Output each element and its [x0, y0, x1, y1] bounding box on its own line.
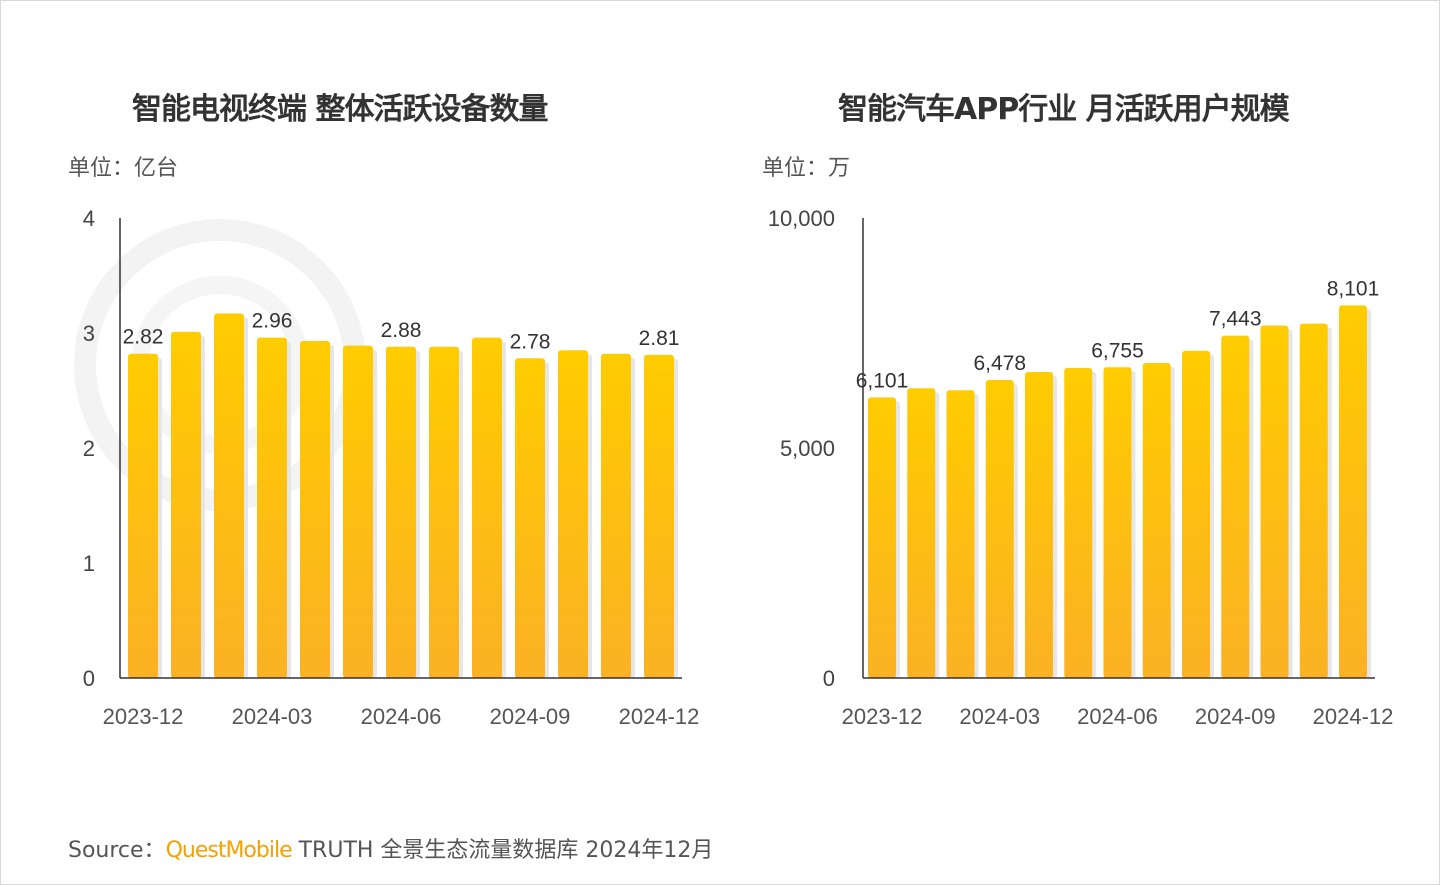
bar-2024-12	[1339, 305, 1367, 678]
bar-2024-05	[343, 345, 373, 678]
bar-2024-09	[1221, 335, 1250, 678]
x-tick-label: 2024-12	[619, 704, 700, 729]
right-chart-title: 智能汽车APP行业 月活跃用户规模	[838, 92, 1290, 127]
x-tick-label: 2023-12	[842, 704, 923, 729]
bar-2024-01	[171, 331, 201, 678]
bar-2024-12	[644, 354, 674, 678]
data-label: 2.82	[123, 326, 164, 349]
bar-2024-06	[386, 346, 416, 678]
x-tick-label: 2024-06	[1077, 704, 1158, 729]
y-tick-label: 2	[83, 436, 95, 461]
bar-2024-07	[429, 346, 459, 678]
bar-2024-02	[214, 313, 244, 678]
bar-2024-03	[257, 337, 287, 678]
data-label: 6,755	[1091, 339, 1144, 362]
x-tick-label: 2024-06	[361, 704, 442, 729]
y-tick-label: 0	[83, 666, 95, 691]
left-chart-title: 智能电视终端 整体活跃设备数量	[132, 92, 548, 127]
bar-2023-12	[868, 397, 896, 678]
x-tick-label: 2024-09	[1195, 704, 1276, 729]
bar-2024-03	[985, 380, 1014, 678]
y-tick-label: 0	[823, 666, 835, 691]
bar-2023-12	[128, 353, 158, 678]
bar-2024-08	[1182, 350, 1210, 678]
bar-2024-07	[1142, 362, 1171, 678]
x-tick-label: 2024-09	[490, 704, 571, 729]
brand-logo-text: QuestMobile	[165, 838, 293, 863]
data-label: 2.88	[381, 319, 422, 342]
bar-2024-11	[1299, 323, 1328, 678]
data-label: 2.96	[252, 310, 293, 333]
bar-2024-10	[1260, 325, 1289, 678]
data-label: 6,101	[856, 369, 909, 392]
data-label: 6,478	[973, 352, 1026, 375]
source-footer: Source：QuestMobile TRUTH 全景生态流量数据库 2024年…	[68, 832, 713, 864]
x-tick-label: 2023-12	[103, 704, 184, 729]
bar-2024-05	[1064, 368, 1093, 678]
bar-2024-01	[907, 388, 936, 678]
source-text: TRUTH 全景生态流量数据库 2024年12月	[291, 838, 714, 863]
data-label: 8,101	[1327, 277, 1380, 300]
x-tick-label: 2024-12	[1313, 704, 1394, 729]
bar-2024-04	[1025, 372, 1053, 678]
y-tick-label: 3	[83, 321, 95, 346]
bar-2024-11	[601, 353, 631, 678]
bar-2024-08	[472, 337, 502, 678]
bar-2024-06	[1103, 367, 1132, 678]
left-chart-unit: 单位：亿台	[68, 156, 179, 181]
right-chart-unit: 单位：万	[762, 156, 851, 181]
x-tick-label: 2024-03	[959, 704, 1040, 729]
data-label: 2.81	[639, 327, 680, 350]
bar-2024-09	[515, 358, 545, 678]
source-label: Source：	[68, 838, 166, 863]
data-label: 7,443	[1209, 308, 1262, 331]
y-tick-label: 1	[83, 551, 95, 576]
bar-2024-02	[946, 390, 975, 678]
x-tick-label: 2024-03	[232, 704, 313, 729]
bar-2024-04	[300, 341, 330, 678]
y-tick-label: 5,000	[780, 436, 835, 461]
bar-2024-10	[558, 350, 588, 678]
y-tick-label: 10,000	[768, 206, 835, 231]
data-label: 2.78	[510, 330, 551, 353]
y-tick-label: 4	[83, 206, 95, 231]
